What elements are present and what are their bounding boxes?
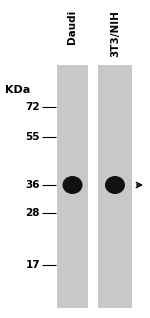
Text: Daudi: Daudi — [68, 10, 78, 44]
Text: 36: 36 — [26, 180, 40, 190]
Text: 17: 17 — [25, 260, 40, 270]
Bar — [98, 65, 132, 308]
Ellipse shape — [105, 176, 125, 194]
Text: KDa: KDa — [5, 85, 31, 95]
Text: 55: 55 — [26, 132, 40, 142]
Text: 28: 28 — [26, 208, 40, 218]
Ellipse shape — [63, 176, 82, 194]
Text: 72: 72 — [25, 102, 40, 112]
Bar — [57, 65, 88, 308]
Text: 3T3/NIH: 3T3/NIH — [110, 10, 120, 57]
